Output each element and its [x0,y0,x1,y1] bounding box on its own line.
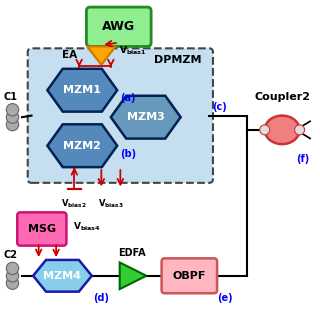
Polygon shape [33,260,92,292]
Text: MSG: MSG [28,224,56,234]
Polygon shape [47,69,117,112]
FancyBboxPatch shape [28,48,213,183]
Text: Coupler2: Coupler2 [254,92,310,101]
Polygon shape [111,96,180,139]
FancyBboxPatch shape [17,212,67,246]
Circle shape [260,125,270,135]
Ellipse shape [265,116,300,144]
Text: C1: C1 [4,92,18,101]
Circle shape [6,262,19,275]
Text: $\mathbf{V_{bias1}}$: $\mathbf{V_{bias1}}$ [119,44,147,57]
Text: MZM3: MZM3 [127,112,164,122]
Text: MZM2: MZM2 [63,141,101,151]
Circle shape [6,104,19,116]
FancyBboxPatch shape [162,258,217,293]
Text: (a): (a) [120,93,136,103]
Circle shape [6,118,19,131]
Polygon shape [87,46,116,65]
Text: (b): (b) [120,149,136,159]
Text: (d): (d) [93,293,109,303]
Circle shape [6,270,19,282]
FancyBboxPatch shape [86,7,151,46]
Circle shape [295,125,305,135]
Text: C2: C2 [4,250,18,260]
Polygon shape [47,124,117,167]
Text: MZM1: MZM1 [63,85,101,95]
Polygon shape [120,262,146,289]
Text: EDFA: EDFA [118,248,145,258]
Text: (c): (c) [212,102,227,112]
Text: $\mathbf{V_{bias2}}$: $\mathbf{V_{bias2}}$ [61,197,87,210]
Circle shape [6,111,19,124]
Text: DPMZM: DPMZM [154,55,201,65]
Text: (e): (e) [217,293,233,303]
Text: EA: EA [62,50,77,60]
Text: MZM4: MZM4 [44,271,82,281]
Text: AWG: AWG [102,20,135,33]
Text: (f): (f) [296,154,309,164]
Text: $\mathbf{V_{bias4}}$: $\mathbf{V_{bias4}}$ [73,220,101,233]
Text: $\mathbf{V_{bias3}}$: $\mathbf{V_{bias3}}$ [98,197,124,210]
Text: OBPF: OBPF [173,271,206,281]
Circle shape [6,277,19,289]
